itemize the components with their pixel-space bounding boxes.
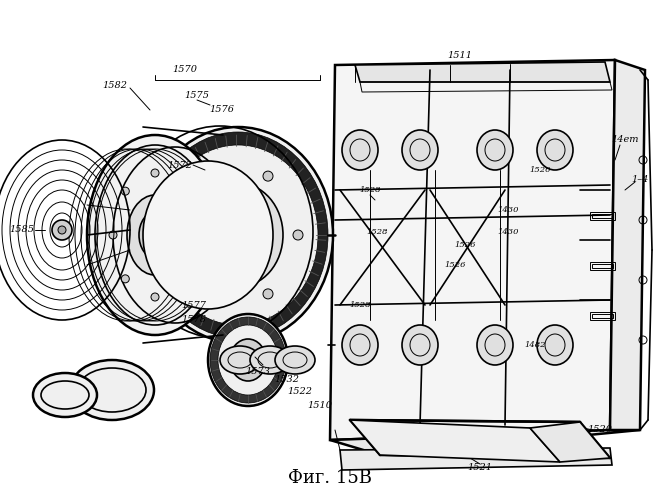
- Polygon shape: [350, 420, 560, 462]
- Circle shape: [193, 231, 201, 239]
- Polygon shape: [330, 430, 640, 455]
- Polygon shape: [530, 422, 610, 462]
- Circle shape: [293, 230, 303, 240]
- Polygon shape: [610, 60, 645, 430]
- Circle shape: [151, 293, 159, 301]
- Polygon shape: [355, 62, 610, 82]
- Text: 1528: 1528: [366, 228, 388, 236]
- Ellipse shape: [222, 217, 254, 253]
- Ellipse shape: [402, 325, 438, 365]
- Ellipse shape: [148, 225, 162, 245]
- Text: 1573: 1573: [245, 368, 270, 376]
- Ellipse shape: [477, 130, 513, 170]
- Ellipse shape: [210, 317, 286, 403]
- Text: Фиг. 15В: Фиг. 15В: [288, 469, 372, 487]
- Text: 1528: 1528: [349, 301, 371, 309]
- Circle shape: [122, 187, 130, 195]
- Text: 1528: 1528: [359, 186, 381, 194]
- Text: 1570: 1570: [173, 66, 198, 74]
- Text: 1526: 1526: [444, 261, 466, 269]
- Circle shape: [109, 231, 117, 239]
- Circle shape: [122, 275, 130, 283]
- Text: 1582: 1582: [102, 80, 128, 90]
- Polygon shape: [330, 60, 615, 440]
- Polygon shape: [340, 448, 612, 470]
- Ellipse shape: [230, 339, 266, 381]
- Text: 1521: 1521: [467, 464, 492, 472]
- Ellipse shape: [143, 161, 273, 309]
- Bar: [592, 214, 613, 218]
- Text: 1575: 1575: [184, 90, 210, 100]
- Circle shape: [180, 187, 188, 195]
- Bar: [590, 312, 615, 320]
- Ellipse shape: [139, 212, 171, 258]
- Ellipse shape: [87, 135, 223, 335]
- Ellipse shape: [485, 431, 555, 453]
- Ellipse shape: [275, 346, 315, 374]
- Text: 1430: 1430: [497, 228, 519, 236]
- Text: 1522: 1522: [288, 388, 313, 396]
- Circle shape: [203, 289, 213, 299]
- Text: 1577: 1577: [182, 300, 206, 310]
- Text: 1576: 1576: [210, 106, 235, 114]
- Ellipse shape: [70, 360, 154, 420]
- Circle shape: [58, 226, 66, 234]
- Ellipse shape: [158, 145, 318, 325]
- Text: 1578: 1578: [182, 316, 206, 324]
- Ellipse shape: [392, 425, 468, 449]
- Ellipse shape: [148, 132, 328, 338]
- Bar: [592, 314, 613, 318]
- Text: 1585: 1585: [9, 226, 34, 234]
- Circle shape: [52, 220, 72, 240]
- Text: 1511: 1511: [447, 50, 473, 59]
- Ellipse shape: [127, 195, 183, 275]
- Text: 1520: 1520: [588, 426, 613, 434]
- Ellipse shape: [342, 325, 378, 365]
- Text: 1572: 1572: [167, 160, 192, 170]
- Ellipse shape: [220, 346, 260, 374]
- Text: 1510: 1510: [307, 400, 332, 409]
- Text: 14ет: 14ет: [611, 136, 639, 144]
- Circle shape: [180, 275, 188, 283]
- Ellipse shape: [33, 373, 97, 417]
- Bar: [590, 262, 615, 270]
- Text: 1532: 1532: [274, 376, 299, 384]
- Ellipse shape: [143, 127, 333, 343]
- Text: 1430: 1430: [497, 206, 519, 214]
- Text: 1482: 1482: [524, 341, 546, 349]
- Circle shape: [263, 289, 273, 299]
- Ellipse shape: [477, 325, 513, 365]
- Circle shape: [263, 171, 273, 181]
- Text: 1526: 1526: [454, 241, 476, 249]
- Ellipse shape: [402, 130, 438, 170]
- Ellipse shape: [218, 325, 278, 395]
- Circle shape: [173, 230, 183, 240]
- Bar: [592, 264, 613, 268]
- Ellipse shape: [208, 201, 268, 269]
- Text: 1–4: 1–4: [631, 176, 648, 184]
- Ellipse shape: [208, 314, 288, 406]
- Bar: [590, 212, 615, 220]
- Ellipse shape: [342, 130, 378, 170]
- Ellipse shape: [250, 346, 290, 374]
- Circle shape: [203, 171, 213, 181]
- Circle shape: [151, 169, 159, 177]
- Ellipse shape: [193, 183, 283, 287]
- Text: 1520: 1520: [529, 166, 551, 174]
- Ellipse shape: [537, 325, 573, 365]
- Ellipse shape: [230, 226, 246, 244]
- Ellipse shape: [537, 130, 573, 170]
